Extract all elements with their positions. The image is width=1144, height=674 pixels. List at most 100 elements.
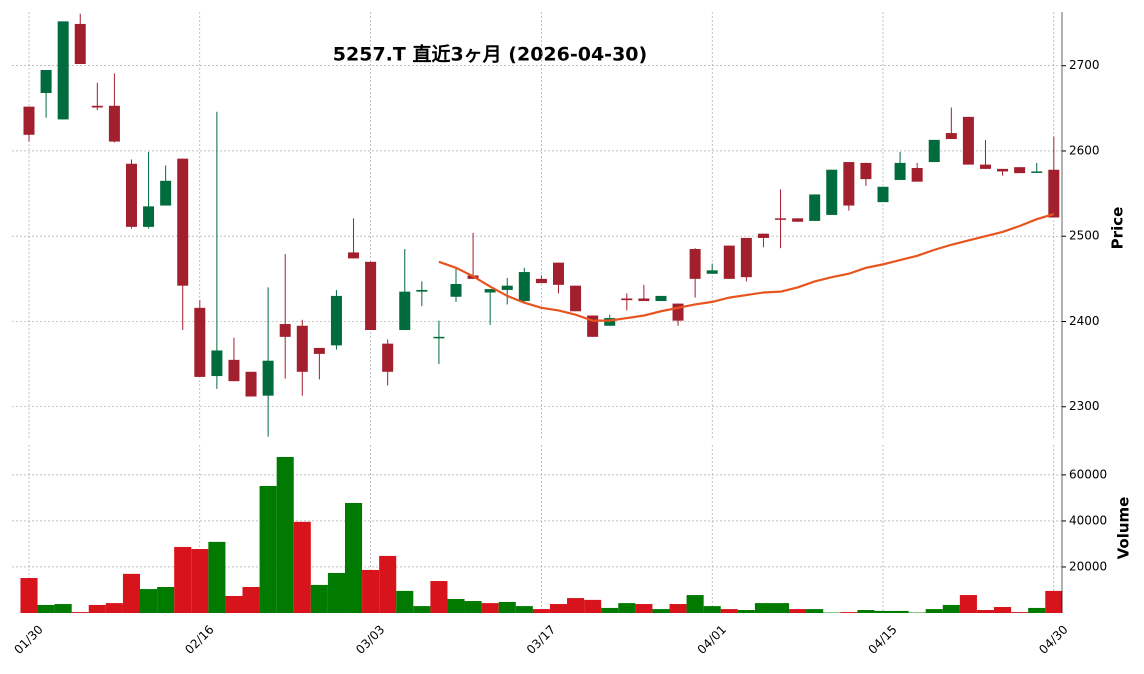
volume-bar xyxy=(687,595,704,613)
candle-body xyxy=(433,337,444,339)
volume-bar xyxy=(533,609,550,613)
volume-bar xyxy=(738,610,755,613)
candle-body xyxy=(929,140,940,162)
candle-body xyxy=(963,117,974,165)
x-tick-label: 02/16 xyxy=(182,622,216,656)
candle-body xyxy=(775,218,786,220)
candle-body xyxy=(126,164,137,227)
volume-bar xyxy=(1045,591,1062,613)
candle-body xyxy=(621,298,632,300)
y-tick-label: 2400 xyxy=(1069,314,1100,328)
volume-bar xyxy=(225,596,242,613)
candle-body xyxy=(314,348,325,354)
candle-body xyxy=(331,296,342,345)
chart-title: 5257.T 直近3ヶ月 (2026-04-30) xyxy=(333,43,647,66)
volume-bar xyxy=(789,609,806,613)
volume-bar xyxy=(89,605,106,613)
candle-body xyxy=(365,262,376,330)
volume-bar xyxy=(772,603,789,613)
volume-bar xyxy=(618,603,635,613)
x-tick-label: 03/03 xyxy=(353,622,387,656)
candle-body xyxy=(690,249,701,279)
candle-body xyxy=(809,194,820,220)
candle-body xyxy=(707,270,718,273)
volume-bar xyxy=(447,599,464,613)
y-tick-label: 2300 xyxy=(1069,399,1100,413)
candle-body xyxy=(280,324,291,337)
candle-body xyxy=(860,163,871,179)
volume-bar xyxy=(499,602,516,613)
candle-body xyxy=(570,286,581,312)
volume-bar xyxy=(311,585,328,613)
volume-bar xyxy=(960,595,977,613)
volume-bar xyxy=(652,609,669,613)
candle-body xyxy=(348,252,359,258)
volume-bar xyxy=(516,606,533,613)
candle-body xyxy=(655,296,666,301)
volume-bar xyxy=(550,604,567,613)
candle-body xyxy=(895,163,906,180)
volume-bar xyxy=(465,601,482,613)
volume-bar xyxy=(926,609,943,613)
candle-body xyxy=(297,326,308,372)
candle-body xyxy=(878,187,889,202)
candle-body xyxy=(1014,167,1025,173)
candle-body xyxy=(263,361,274,396)
candle-body xyxy=(724,246,735,279)
volume-bar xyxy=(345,503,362,613)
volume-bar xyxy=(157,587,174,613)
volume-bar xyxy=(874,611,891,613)
candle-body xyxy=(997,169,1008,172)
candle-body xyxy=(246,372,257,397)
candle-body xyxy=(536,279,547,283)
candle-body xyxy=(741,238,752,277)
y2-axis-label: Volume xyxy=(1115,497,1133,560)
candle-body xyxy=(41,70,52,93)
volume-bar xyxy=(892,611,909,613)
volume-bar xyxy=(994,607,1011,613)
volume-bar xyxy=(721,609,738,613)
x-tick-label: 04/01 xyxy=(695,622,729,656)
y2-tick-label: 60000 xyxy=(1069,467,1107,481)
volume-bar xyxy=(123,574,140,613)
volume-bar xyxy=(72,612,89,613)
candle-body xyxy=(92,106,103,108)
volume-bar xyxy=(294,522,311,613)
volume-bar xyxy=(482,603,499,613)
y2-tick-label: 40000 xyxy=(1069,513,1107,527)
candle-body xyxy=(843,162,854,205)
volume-bar xyxy=(208,542,225,613)
x-tick-label: 01/30 xyxy=(11,622,45,656)
y-tick-label: 2600 xyxy=(1069,143,1100,157)
candle-body xyxy=(912,168,923,182)
candle-body xyxy=(1048,170,1059,218)
volume-bar xyxy=(191,549,208,613)
volume-bar xyxy=(943,605,960,613)
candle-body xyxy=(451,284,462,297)
candle-body xyxy=(792,218,803,221)
candle-body xyxy=(160,181,171,206)
volume-bar xyxy=(379,556,396,613)
volume-bar xyxy=(755,603,772,613)
volume-bar xyxy=(277,457,294,613)
volume-bar xyxy=(396,591,413,613)
x-tick-label: 03/17 xyxy=(524,622,558,656)
volume-bar xyxy=(1011,612,1028,613)
candle-body xyxy=(519,272,530,301)
volume-bar xyxy=(635,604,652,613)
volume-bar xyxy=(174,547,191,613)
candle-body xyxy=(416,290,427,292)
candle-body xyxy=(826,170,837,215)
volume-bar xyxy=(260,486,277,613)
x-tick-label: 04/15 xyxy=(865,622,899,656)
volume-bar xyxy=(806,609,823,613)
candle-body xyxy=(399,292,410,330)
candle-body xyxy=(194,308,205,377)
candle-body xyxy=(24,107,35,135)
volume-bar xyxy=(670,604,687,613)
candle-body xyxy=(75,24,86,64)
volume-bar xyxy=(328,573,345,613)
volume-bar xyxy=(140,589,157,613)
candle-body xyxy=(502,286,513,290)
